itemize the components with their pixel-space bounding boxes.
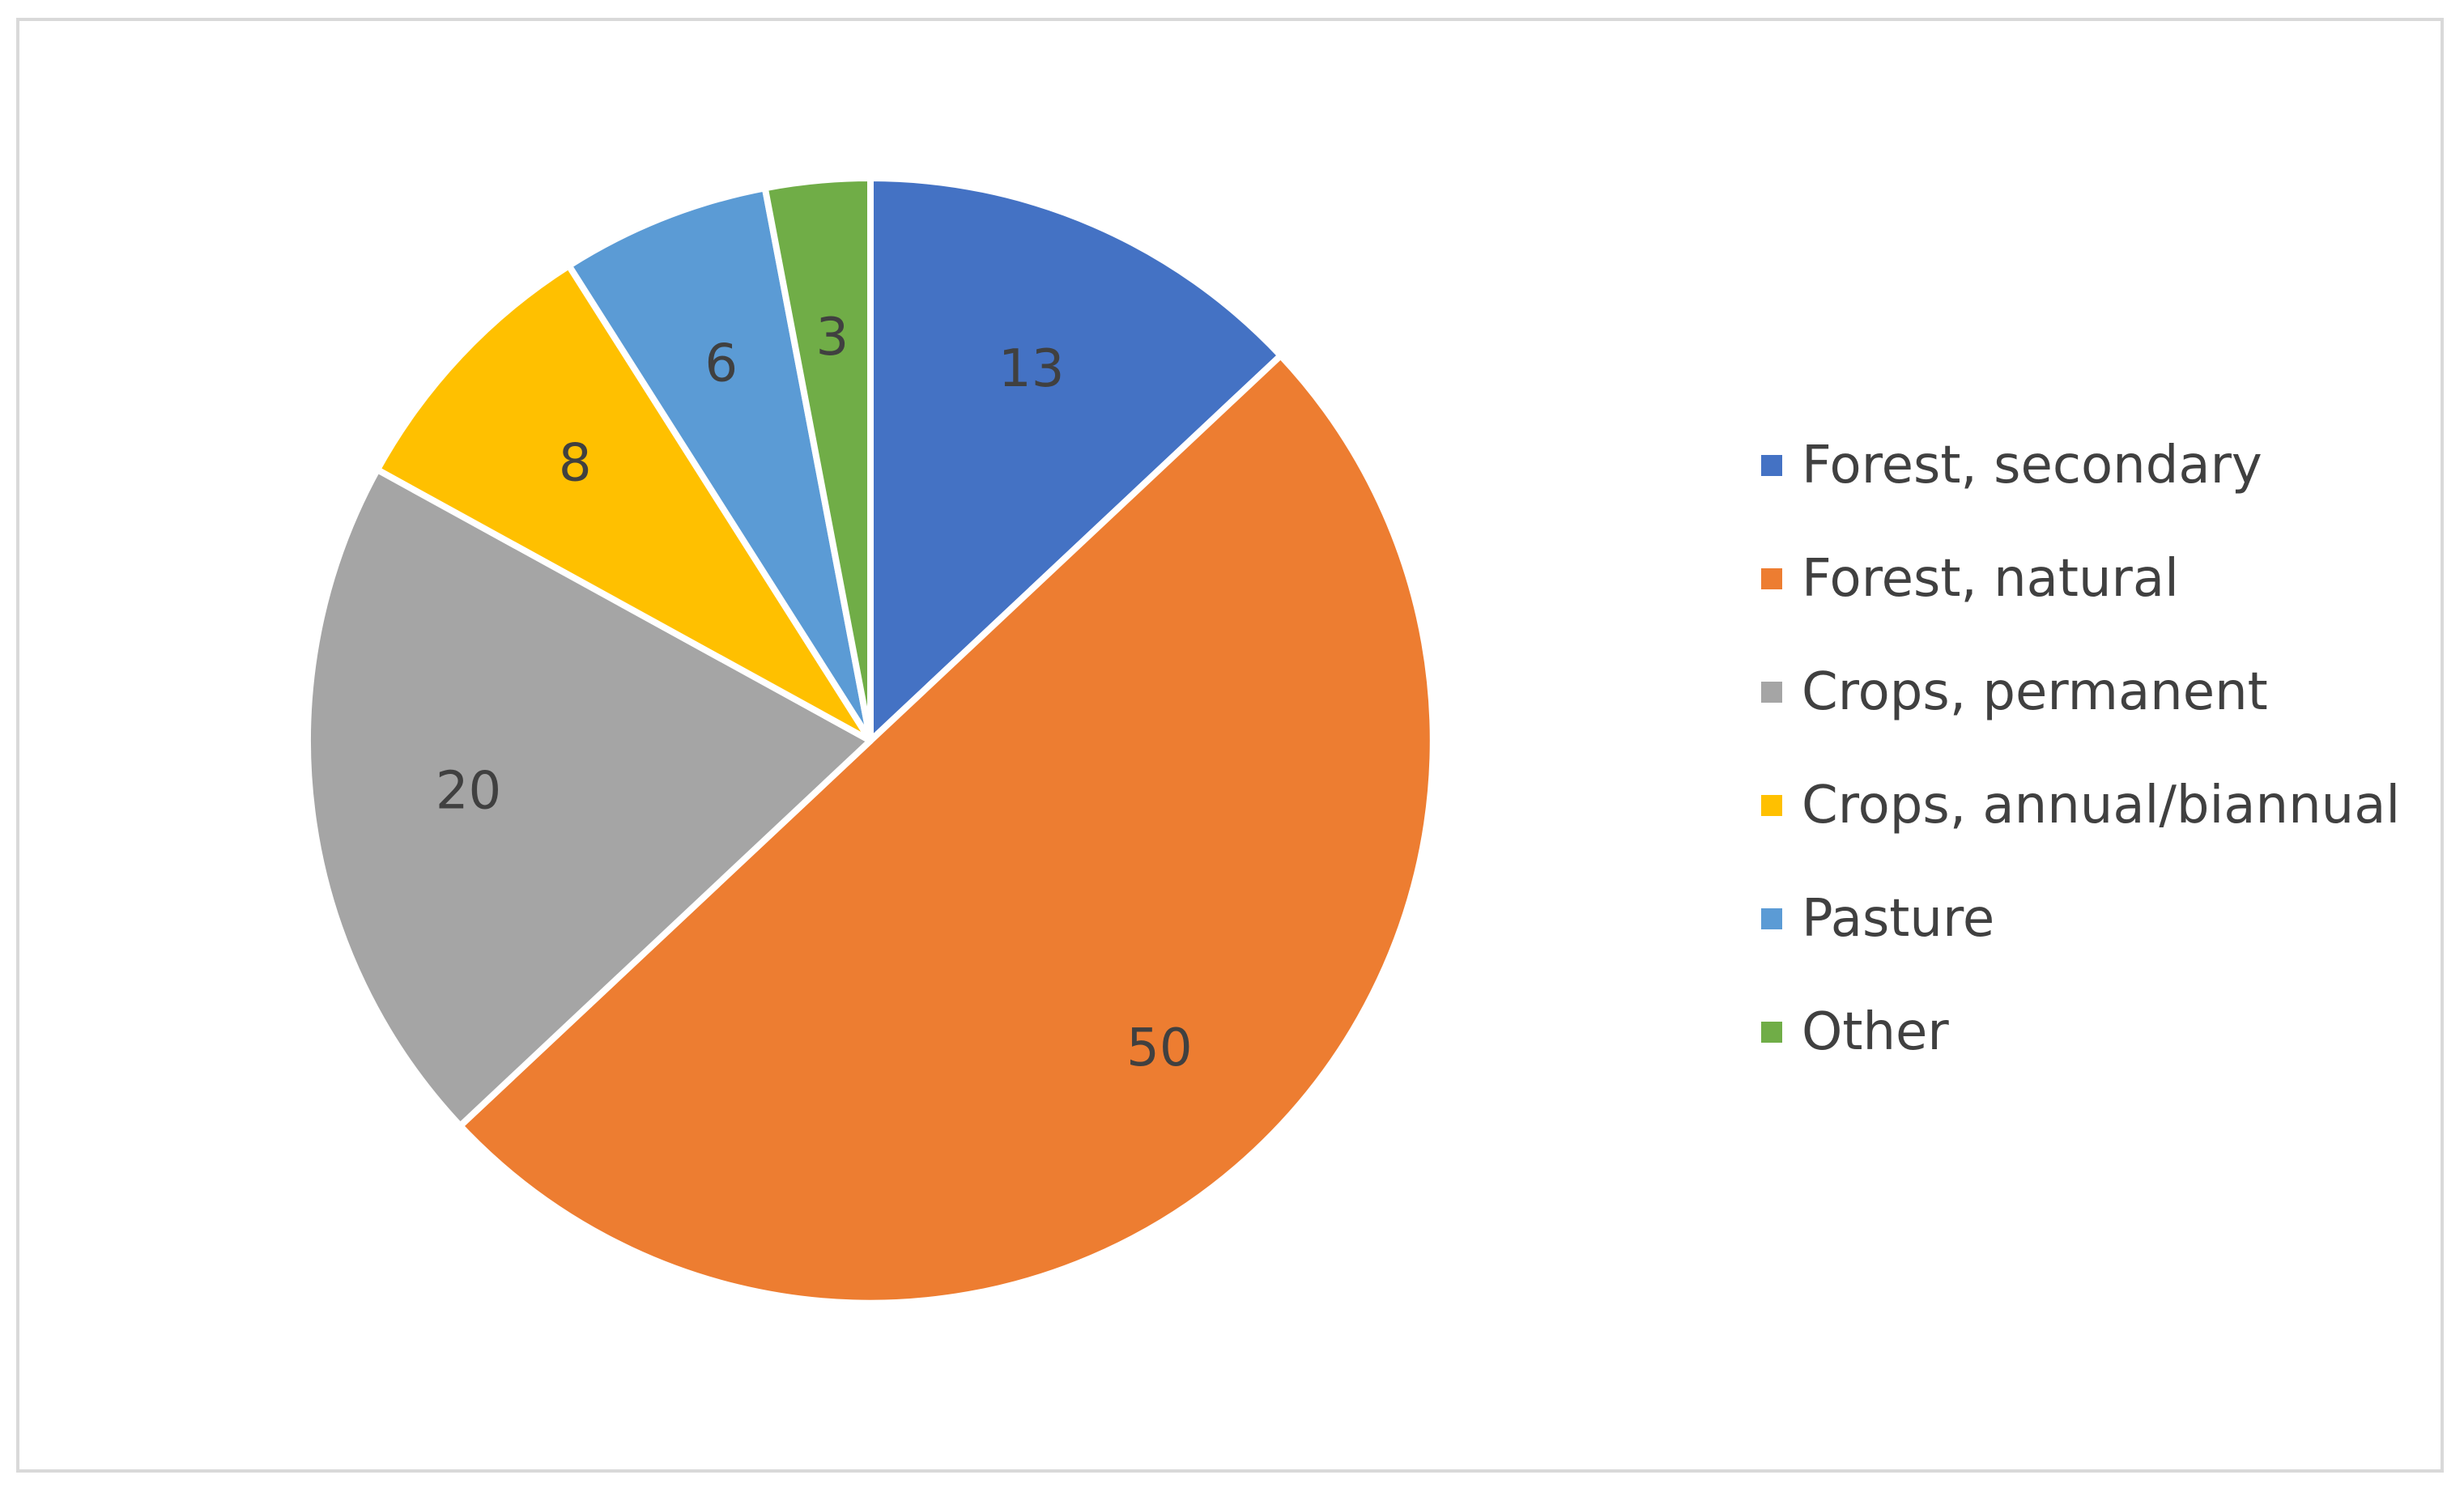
legend-swatch-forest-natural bbox=[1761, 568, 1782, 589]
legend-swatch-crops-permanent bbox=[1761, 682, 1782, 703]
pie-slice-pasture bbox=[565, 185, 874, 744]
pie-slice-forest-secondary bbox=[867, 175, 1284, 744]
legend-swatch-forest-secondary bbox=[1761, 455, 1782, 476]
legend-label-forest-natural: Forest, natural bbox=[1802, 549, 2179, 609]
legend-label-pasture: Pasture bbox=[1802, 889, 1994, 949]
pie-slice-other bbox=[761, 175, 874, 744]
pie-slices bbox=[304, 175, 1436, 1306]
legend-swatch-pasture bbox=[1761, 908, 1782, 929]
data-label-crops-annual-biannual: 8 bbox=[559, 433, 592, 493]
data-label-other: 3 bbox=[816, 308, 849, 368]
legend-label-other: Other bbox=[1802, 1002, 1949, 1062]
data-label-pasture: 6 bbox=[704, 334, 738, 394]
data-labels: 13 50 20 8 6 3 bbox=[436, 308, 1193, 1078]
pie-slice-forest-natural bbox=[457, 352, 1436, 1306]
legend-label-crops-annual-biannual: Crops, annual/biannual bbox=[1802, 776, 2400, 835]
legend-swatch-crops-annual-biannual bbox=[1761, 795, 1782, 816]
data-label-forest-secondary: 13 bbox=[998, 339, 1064, 399]
data-label-forest-natural: 50 bbox=[1126, 1018, 1192, 1078]
pie-slice-crops-annual-biannual bbox=[373, 262, 874, 744]
legend-label-forest-secondary: Forest, secondary bbox=[1802, 436, 2262, 495]
legend-label-crops-permanent: Crops, permanent bbox=[1802, 662, 2268, 722]
data-label-crops-permanent: 20 bbox=[436, 762, 501, 822]
pie-slice-crops-permanent bbox=[304, 466, 874, 1129]
legend-swatch-other bbox=[1761, 1022, 1782, 1043]
legend: Forest, secondary Forest, natural Crops, p… bbox=[1761, 436, 2400, 1062]
